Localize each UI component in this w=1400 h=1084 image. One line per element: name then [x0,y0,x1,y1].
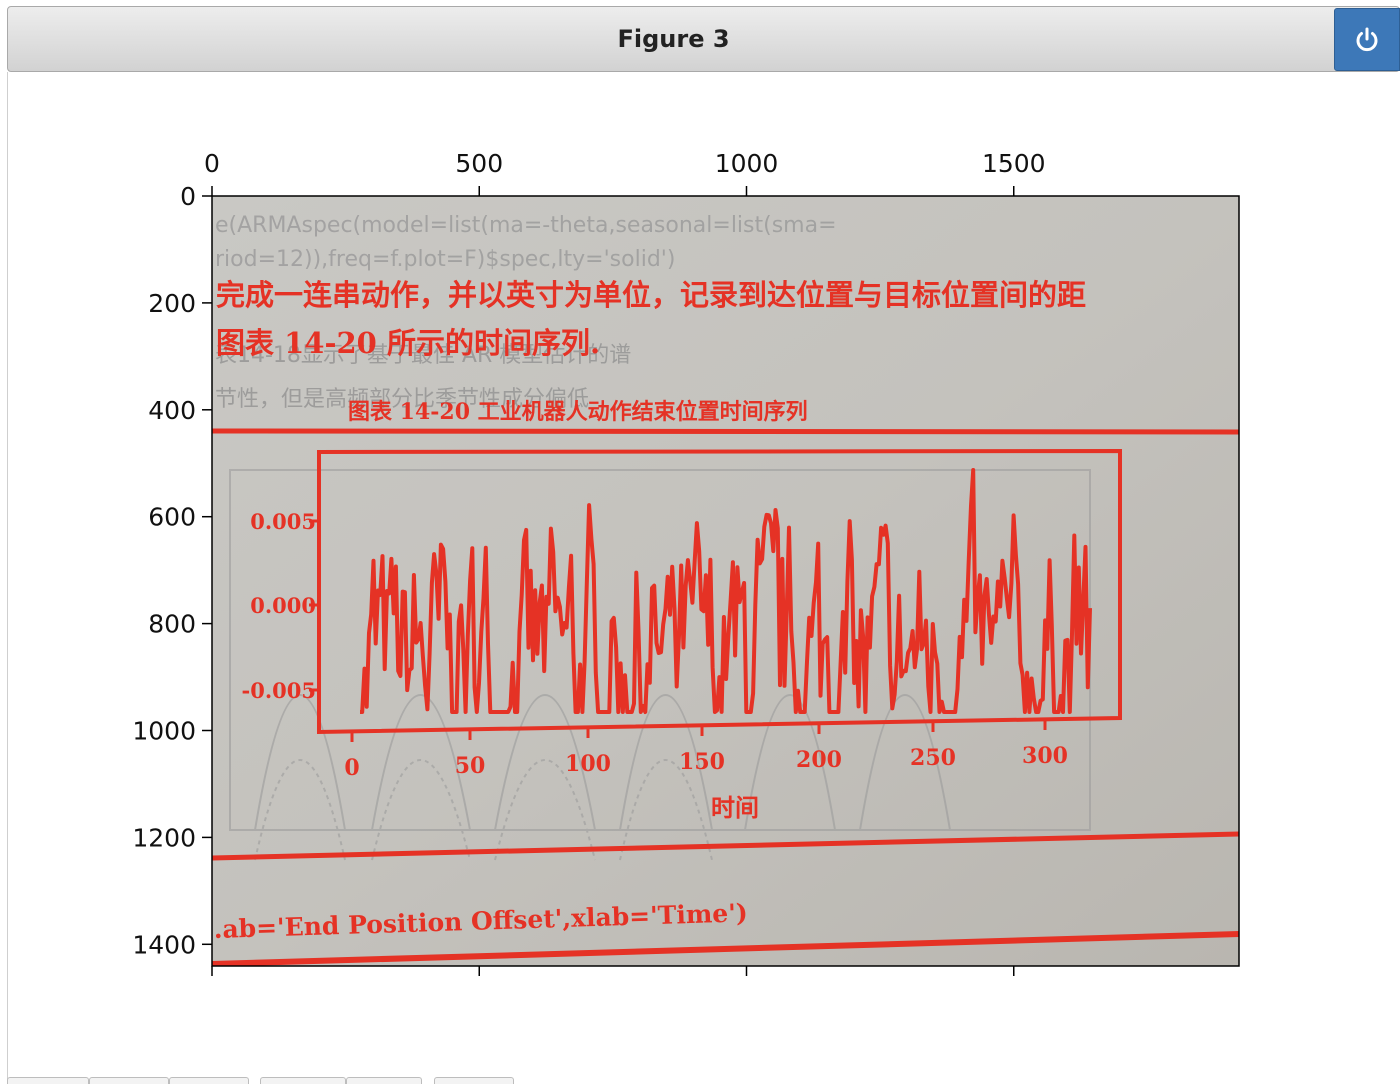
photo-bg-text-2: riod=12)),freq=f.plot=F)$spec,lty='solid… [215,247,675,272]
y-axis-ticks: 0 200 400 600 800 1000 1200 1400 [132,182,212,959]
inner-y-tick-label-2: -0.005 [242,678,316,703]
inner-y-tick-label-1: 0.000 [250,593,316,618]
y-tick-label-6: 1200 [132,823,196,852]
y-tick-label-2: 400 [148,396,196,425]
bottom-tab-1[interactable] [7,1077,89,1084]
photo-bg-arcs [229,469,1091,861]
x-tick-label-0: 0 [204,149,220,178]
power-icon [1356,27,1378,51]
photo-figure-caption: 图表 14-20 工业机器人动作结束位置时间序列 [348,399,808,425]
inner-x-tick-label-1: 50 [455,753,486,779]
bottom-tab-2[interactable] [89,1077,169,1084]
photo-bg-text-3: 表14-18显示了基于最佳 AR 模型估计的谱 [215,343,631,368]
x-tick-label-1: 500 [455,149,503,178]
close-figure-button[interactable] [1334,8,1400,71]
bottom-tab-5[interactable] [346,1077,422,1084]
y-tick-label-0: 0 [180,182,196,211]
photo-rule-top [212,428,1239,435]
bottom-tab-3[interactable] [169,1077,249,1084]
axes-frame [211,195,1240,967]
bottom-tab-strip [0,1077,520,1084]
y-tick-label-4: 800 [148,610,196,639]
photo-image: e(ARMAspec(model=list(ma=-theta,seasonal… [212,196,1239,966]
photo-bg-text-4: 节性，但是高频部分比季节性成分偏低 [215,387,589,412]
inner-chart-frame [317,448,1122,735]
photo-bg-text-1: e(ARMAspec(model=list(ma=-theta,seasonal… [215,213,837,238]
inner-x-tick-label-3: 150 [679,749,725,775]
y-tick-label-7: 1400 [132,930,196,959]
bottom-tab-6[interactable] [434,1077,514,1084]
inner-chart-xlabel: 时间 [711,793,759,822]
y-tick-label-5: 1000 [132,717,196,746]
inner-x-tick-label-0: 0 [344,755,359,781]
inner-chart-y-ticks: 0.005 0.000 -0.005 [242,509,321,703]
inner-x-tick-label-5: 250 [910,745,956,771]
inner-x-tick-label-4: 200 [796,747,842,773]
photo-heading-line-1: 完成一连串动作，并以英寸为单位，记录到达位置与目标位置间的距 [216,278,1086,312]
y-tick-label-1: 200 [148,289,196,318]
inner-y-tick-label-0: 0.005 [250,509,316,534]
inner-x-tick-label-6: 300 [1022,743,1068,769]
x-tick-label-3: 1500 [982,149,1046,178]
photo-rule-bottom [212,931,1239,966]
photo-rule-middle [212,831,1239,861]
inner-x-tick-label-2: 100 [565,751,611,777]
photo-heading-line-2: 图表 14-20 所示的时间序列. [216,326,600,360]
y-tick-label-3: 600 [148,503,196,532]
inner-chart-x-ticks: 0 50 100 150 200 250 300 [344,719,1068,781]
figure-title: Figure 3 [617,25,730,53]
inner-chart-series-line [360,468,1092,714]
x-axis-ticks: 0 500 1000 1500 [204,149,1046,976]
bottom-tab-4[interactable] [260,1077,346,1084]
figure-title-bar[interactable]: Figure 3 [7,6,1400,72]
x-tick-label-2: 1000 [715,149,779,178]
